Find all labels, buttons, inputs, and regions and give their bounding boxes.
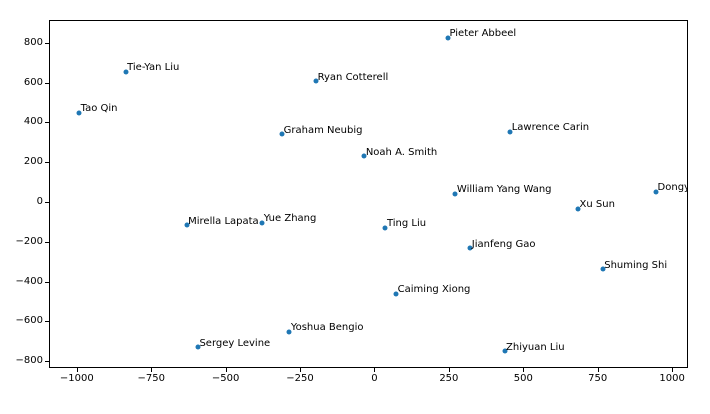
x-axis-tick-mark	[597, 368, 599, 372]
point-label: Noah A. Smith	[365, 146, 438, 158]
scatter-point	[184, 222, 190, 228]
scatter-point	[507, 129, 513, 135]
y-axis-tick-label: 800	[23, 36, 43, 48]
point-label: Graham Neubig	[283, 124, 363, 136]
point-label: Caiming Xiong	[397, 284, 471, 296]
x-axis-tick-label: −500	[211, 373, 240, 384]
scatter-point	[467, 245, 473, 251]
x-axis-tick-mark	[374, 368, 376, 372]
scatter-point	[445, 35, 451, 40]
point-label: Yue Zhang	[263, 213, 317, 225]
scatter-point	[259, 220, 265, 226]
scatter-point	[123, 69, 129, 75]
x-axis-tick-mark	[151, 368, 153, 372]
y-axis-tick-mark	[45, 202, 49, 204]
scatter-point	[286, 329, 292, 335]
point-label: Jianfeng Gao	[471, 238, 536, 250]
x-axis-tick-label: 750	[588, 373, 608, 384]
plot-area: Tao Qin Tie-Yan Liu Ryan Cotterell Pieter A…	[49, 20, 688, 368]
point-label: William Yang Wang	[456, 184, 552, 196]
x-axis-tick-label: 500	[513, 373, 533, 384]
scatter-point	[502, 348, 508, 354]
scatter-point	[382, 225, 388, 231]
point-label: Yoshua Bengio	[290, 322, 364, 334]
scatter-point	[452, 191, 458, 197]
y-axis-tick-mark	[45, 122, 49, 124]
point-label: Sergey Levine	[199, 337, 271, 349]
point-label: Mirella Lapata	[188, 215, 259, 227]
y-axis-tick-label: −600	[15, 315, 43, 327]
x-axis-tick-label: −1000	[59, 373, 94, 384]
scatter-point	[361, 153, 367, 159]
scatter-point	[76, 110, 82, 116]
point-label: Tao Qin	[80, 103, 118, 115]
scatter-point	[653, 189, 659, 195]
x-axis-tick-mark	[672, 368, 674, 372]
y-axis-tick-label: −200	[15, 235, 43, 247]
point-label: Dongy	[657, 182, 688, 194]
y-axis-tick-label: 600	[23, 76, 43, 88]
scatter-point	[195, 344, 201, 350]
y-axis-tick-label: −800	[15, 355, 43, 367]
point-label: Tie-Yan Liu	[127, 62, 180, 74]
x-axis-tick-mark	[300, 368, 302, 372]
point-label: Lawrence Carin	[511, 122, 590, 134]
y-axis-tick-mark	[45, 321, 49, 323]
y-axis-tick-mark	[45, 281, 49, 283]
x-axis-tick-label: 0	[371, 373, 378, 384]
x-axis-tick-label: −750	[137, 373, 165, 384]
y-axis-tick-mark	[45, 361, 49, 363]
point-label: Ryan Cotterell	[317, 71, 389, 83]
y-axis-tick-label: 0	[36, 196, 43, 208]
scatter-point	[393, 291, 399, 297]
x-axis-tick-mark	[76, 368, 78, 372]
y-axis-tick-label: 400	[23, 116, 43, 128]
point-label: Xu Sun	[579, 199, 615, 211]
y-axis-tick-mark	[45, 82, 49, 84]
scatter-point	[279, 131, 285, 137]
y-axis-tick-label: −400	[15, 275, 43, 287]
scatter-point	[313, 78, 319, 84]
point-label: Pieter Abbeel	[449, 28, 517, 39]
scatter-point	[575, 206, 581, 212]
x-axis-tick-mark	[523, 368, 525, 372]
x-axis-tick-mark	[448, 368, 450, 372]
y-axis-tick-mark	[45, 42, 49, 44]
x-axis-tick-label: 250	[439, 373, 459, 384]
x-axis-tick-label: 1000	[659, 373, 685, 384]
x-axis-tick-mark	[225, 368, 227, 372]
scatter-point	[600, 266, 606, 272]
y-axis-tick-mark	[45, 241, 49, 243]
y-axis-tick-label: 200	[23, 156, 43, 168]
point-label: Zhiyuan Liu	[506, 341, 565, 353]
point-label: Shuming Shi	[604, 259, 668, 271]
y-axis-tick-mark	[45, 162, 49, 164]
point-label: Ting Liu	[386, 218, 427, 230]
x-axis-tick-label: −250	[286, 373, 314, 384]
